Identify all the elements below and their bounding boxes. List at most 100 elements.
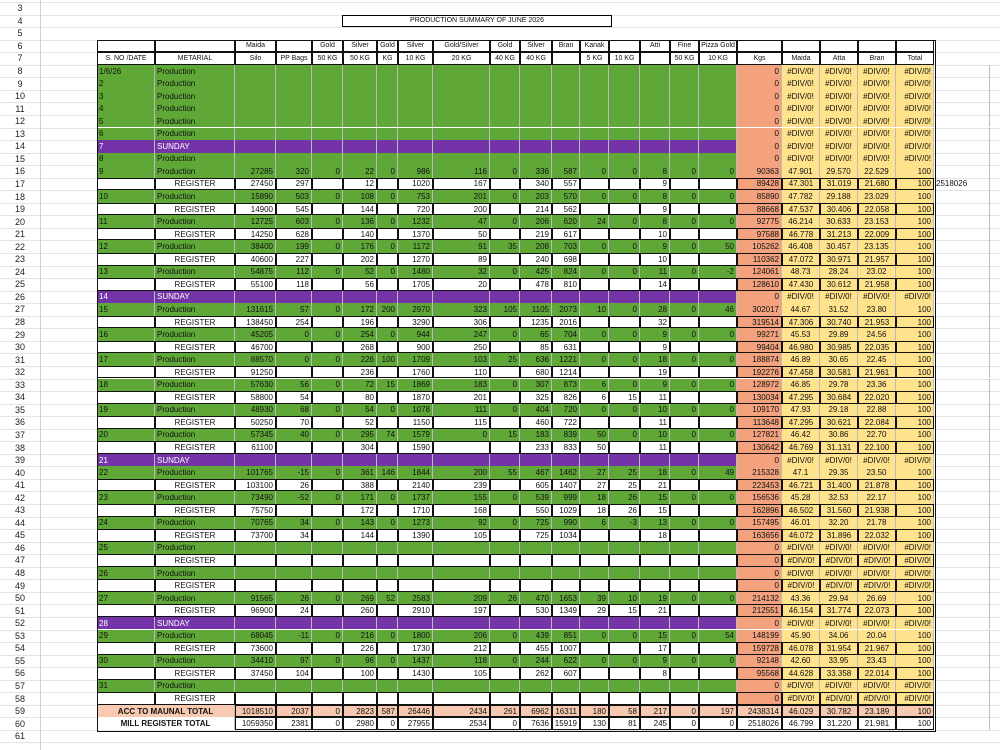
cell[interactable]: 0 <box>670 303 699 316</box>
cell[interactable] <box>609 77 640 90</box>
cell[interactable]: 21 <box>640 604 670 617</box>
cell[interactable] <box>934 516 990 530</box>
cell[interactable] <box>398 89 433 103</box>
cell[interactable]: 31.220 <box>820 717 858 730</box>
cell[interactable]: 176 <box>343 240 377 253</box>
cell[interactable] <box>580 127 609 141</box>
cell[interactable]: 100 <box>896 165 934 178</box>
cell[interactable]: 131615 <box>235 303 276 316</box>
cell[interactable] <box>97 177 155 191</box>
row-number[interactable]: 36 <box>14 417 25 428</box>
cell[interactable]: 30.86 <box>820 428 858 442</box>
cell[interactable]: 17 <box>97 353 155 366</box>
cell[interactable] <box>276 579 312 592</box>
cell[interactable]: 1172 <box>398 240 433 253</box>
cell[interactable]: 14 <box>97 290 155 304</box>
cell[interactable]: 21.981 <box>858 717 896 730</box>
row-number[interactable]: 26 <box>14 291 25 302</box>
row-number[interactable]: 49 <box>14 580 25 591</box>
cell[interactable] <box>235 541 276 555</box>
cell[interactable] <box>580 692 609 705</box>
cell[interactable]: #DIV/0! <box>820 114 858 128</box>
cell[interactable]: 26 <box>609 491 640 504</box>
cell[interactable]: 0 <box>377 215 398 228</box>
cell[interactable] <box>312 604 343 617</box>
cell[interactable]: 21.958 <box>858 278 896 291</box>
cell[interactable]: 1078 <box>398 403 433 417</box>
cell[interactable] <box>433 127 490 141</box>
cell[interactable]: 100 <box>896 340 934 354</box>
cell[interactable]: 100 <box>896 303 934 316</box>
cell[interactable]: 0 <box>377 165 398 178</box>
cell[interactable]: REGISTER <box>155 529 235 542</box>
cell[interactable] <box>276 692 312 705</box>
row-number[interactable]: 12 <box>14 116 25 127</box>
cell[interactable]: 0 <box>312 516 343 530</box>
cell[interactable]: 250 <box>433 340 490 354</box>
cell[interactable]: 172 <box>343 303 377 316</box>
row-number[interactable]: 27 <box>14 304 25 315</box>
cell[interactable]: 47.430 <box>782 278 820 291</box>
cell[interactable]: #DIV/0! <box>858 616 896 630</box>
cell[interactable]: 1007 <box>552 642 580 655</box>
row-number[interactable]: 8 <box>17 66 23 77</box>
cell[interactable]: 202 <box>343 253 377 266</box>
cell[interactable]: 183 <box>433 378 490 392</box>
cell[interactable]: 262 <box>520 667 552 680</box>
cell[interactable] <box>343 692 377 705</box>
cell[interactable] <box>398 566 433 580</box>
cell[interactable]: #DIV/0! <box>820 77 858 90</box>
cell[interactable]: 46.778 <box>782 227 820 241</box>
cell[interactable]: 2518026 <box>934 177 990 191</box>
cell[interactable]: Production <box>155 629 235 643</box>
cell[interactable]: 97588 <box>737 227 782 241</box>
cell[interactable]: 2438314 <box>737 704 782 718</box>
cell[interactable]: 100 <box>896 516 934 530</box>
cell[interactable]: 55 <box>490 466 520 479</box>
cell[interactable]: 46.214 <box>782 215 820 228</box>
cell[interactable]: 0 <box>737 77 782 90</box>
cell[interactable] <box>670 441 699 454</box>
cell[interactable]: 0 <box>312 428 343 442</box>
cell[interactable]: 100 <box>896 629 934 643</box>
cell[interactable]: 6962 <box>520 704 552 718</box>
cell[interactable] <box>235 566 276 580</box>
cell[interactable]: 22 <box>97 466 155 479</box>
cell[interactable]: 26446 <box>398 704 433 718</box>
cell[interactable] <box>552 77 580 90</box>
cell[interactable] <box>377 441 398 454</box>
cell[interactable]: 0 <box>609 303 640 316</box>
cell[interactable]: 39 <box>580 591 609 605</box>
cell[interactable]: 25 <box>609 466 640 479</box>
cell[interactable]: 214132 <box>737 591 782 605</box>
cell[interactable]: 0 <box>670 190 699 203</box>
cell[interactable]: REGISTER <box>155 177 235 191</box>
cell[interactable]: 0 <box>737 579 782 592</box>
cell[interactable]: 100 <box>896 403 934 417</box>
cell[interactable] <box>934 365 990 379</box>
cell[interactable] <box>312 152 343 166</box>
cell[interactable]: Production <box>155 428 235 442</box>
cell[interactable] <box>520 77 552 90</box>
cell[interactable]: 22.529 <box>858 165 896 178</box>
cell[interactable]: -52 <box>276 491 312 504</box>
cell[interactable]: 10 KG <box>398 52 433 65</box>
cell[interactable] <box>609 253 640 266</box>
cell[interactable]: 15 <box>490 428 520 442</box>
cell[interactable]: 20.04 <box>858 629 896 643</box>
cell[interactable] <box>782 39 820 53</box>
cell[interactable]: Silver <box>343 39 377 53</box>
cell[interactable] <box>699 64 737 78</box>
cell[interactable]: 48930 <box>235 403 276 417</box>
cell[interactable] <box>609 64 640 78</box>
cell[interactable] <box>377 227 398 241</box>
cell[interactable]: 0 <box>312 328 343 341</box>
cell[interactable]: #DIV/0! <box>820 290 858 304</box>
cell[interactable] <box>580 177 609 191</box>
cell[interactable] <box>670 340 699 354</box>
cell[interactable] <box>490 692 520 705</box>
cell[interactable]: 32 <box>640 315 670 329</box>
cell[interactable]: #DIV/0! <box>858 692 896 705</box>
cell[interactable]: 88570 <box>235 353 276 366</box>
cell[interactable]: 105262 <box>737 240 782 253</box>
